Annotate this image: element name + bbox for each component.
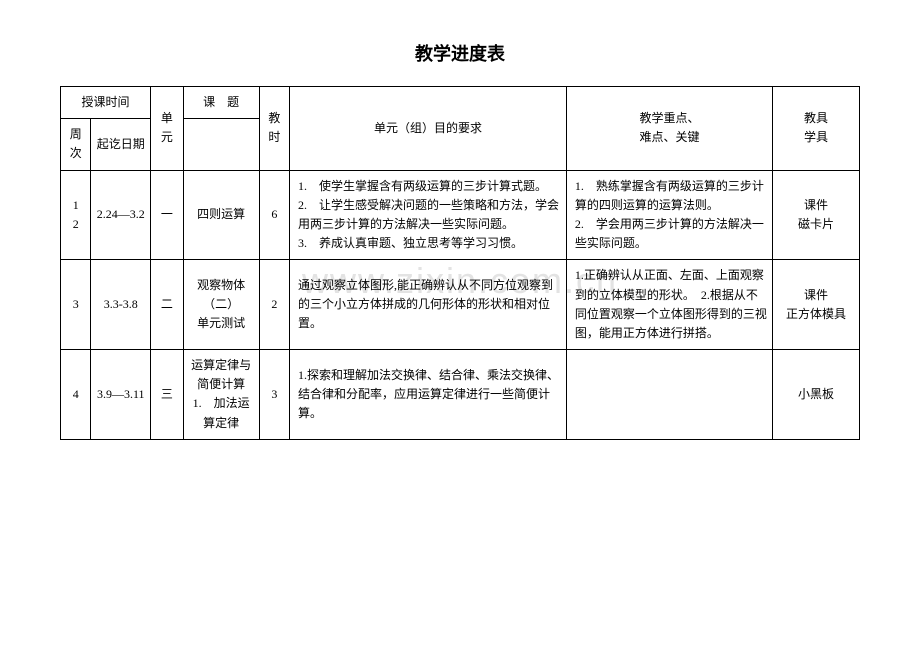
cell-week: 12 xyxy=(61,170,91,260)
header-daterange: 起讫日期 xyxy=(91,119,151,170)
cell-hours: 3 xyxy=(259,350,289,440)
cell-keypoints: 1.正确辨认从正面、左面、上面观察到的立体模型的形状。 2.根据从不同位置观察一… xyxy=(566,260,772,350)
schedule-table: 授课时间 单元 课 题 教时 单元（组）目的要求 教学重点、难点、关键 教具学具… xyxy=(60,86,860,440)
header-topic: 课 题 xyxy=(183,87,259,119)
cell-hours: 6 xyxy=(259,170,289,260)
cell-topic: 四则运算 xyxy=(183,170,259,260)
page-title: 教学进度表 xyxy=(60,40,860,66)
cell-unit: 二 xyxy=(151,260,184,350)
header-objectives: 单元（组）目的要求 xyxy=(290,87,567,171)
cell-date: 3.9—3.11 xyxy=(91,350,151,440)
header-unit: 单元 xyxy=(151,87,184,171)
cell-tools: 课件磁卡片 xyxy=(773,170,860,260)
cell-objectives: 1. 使学生掌握含有两级运算的三步计算式题。2. 让学生感受解决问题的一些策略和… xyxy=(290,170,567,260)
cell-objectives: 1.探索和理解加法交换律、结合律、乘法交换律、结合律和分配率，应用运算定律进行一… xyxy=(290,350,567,440)
cell-date: 3.3-3.8 xyxy=(91,260,151,350)
cell-week: 4 xyxy=(61,350,91,440)
header-week: 周次 xyxy=(61,119,91,170)
table-row: 3 3.3-3.8 二 观察物体（二）单元测试 2 通过观察立体图形,能正确辨认… xyxy=(61,260,860,350)
header-time: 授课时间 xyxy=(61,87,151,119)
cell-objectives: 通过观察立体图形,能正确辨认从不同方位观察到的三个小立方体拼成的几何形体的形状和… xyxy=(290,260,567,350)
cell-topic: 运算定律与简便计算1. 加法运算定律 xyxy=(183,350,259,440)
header-topic-blank xyxy=(183,119,259,170)
cell-unit: 一 xyxy=(151,170,184,260)
cell-hours: 2 xyxy=(259,260,289,350)
cell-unit: 三 xyxy=(151,350,184,440)
header-keypoints: 教学重点、难点、关键 xyxy=(566,87,772,171)
cell-keypoints xyxy=(566,350,772,440)
header-hours: 教时 xyxy=(259,87,289,171)
table-row: 4 3.9—3.11 三 运算定律与简便计算1. 加法运算定律 3 1.探索和理… xyxy=(61,350,860,440)
table-row: 12 2.24—3.2 一 四则运算 6 1. 使学生掌握含有两级运算的三步计算… xyxy=(61,170,860,260)
cell-date: 2.24—3.2 xyxy=(91,170,151,260)
cell-week: 3 xyxy=(61,260,91,350)
cell-topic: 观察物体（二）单元测试 xyxy=(183,260,259,350)
header-tools: 教具学具 xyxy=(773,87,860,171)
cell-keypoints: 1. 熟练掌握含有两级运算的三步计算的四则运算的运算法则。2. 学会用两三步计算… xyxy=(566,170,772,260)
cell-tools: 课件正方体模具 xyxy=(773,260,860,350)
cell-tools: 小黑板 xyxy=(773,350,860,440)
